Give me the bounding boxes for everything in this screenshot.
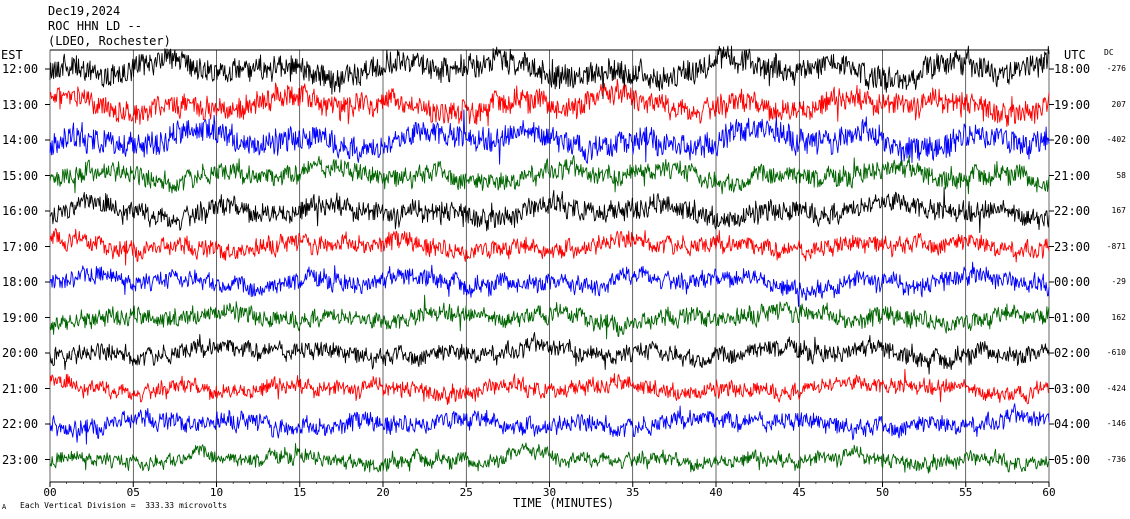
est-hour-label: 17:00 [2, 239, 39, 254]
utc-hour-label: 01:00 [1054, 310, 1091, 325]
est-hour-label: 21:00 [2, 381, 39, 396]
utc-hour-label: 02:00 [1054, 346, 1091, 360]
trace-2200 [49, 403, 1050, 445]
utc-hour-label: 00:00 [1054, 275, 1091, 289]
x-tick-label: 00 [43, 486, 56, 499]
x-axis-label: TIME (MINUTES) [513, 496, 615, 510]
trace-1800 [49, 261, 1050, 307]
dc-offset-value: -424 [1106, 383, 1126, 393]
x-tick-label: 55 [959, 486, 972, 499]
seismic-traces [49, 45, 1050, 474]
trace-1300 [49, 78, 1050, 128]
station-code: ROC HHN LD -- [48, 19, 142, 33]
est-hour-label: 12:00 [2, 62, 39, 76]
dc-offset-value: 162 [1111, 312, 1126, 322]
dc-offset-value: 207 [1111, 99, 1126, 109]
station-location: (LDEO, Rochester) [48, 34, 171, 48]
plot-date: Dec19,2024 [48, 4, 121, 18]
utc-hour-label: 03:00 [1054, 381, 1091, 396]
est-hour-label: 14:00 [2, 133, 39, 147]
est-hour-label: 22:00 [2, 417, 39, 431]
dc-offset-value: -610 [1106, 348, 1126, 357]
x-tick-label: 15 [293, 486, 306, 499]
dc-offset-header: DC [1104, 48, 1114, 57]
trace-2100 [49, 368, 1050, 406]
utc-hour-label: 21:00 [1054, 168, 1091, 183]
est-hour-label: 16:00 [2, 204, 39, 218]
trace-1500 [49, 154, 1050, 195]
dc-offset-value: -402 [1106, 135, 1126, 144]
x-tick-label: 30 [543, 486, 556, 499]
right-timezone-label: UTC [1064, 48, 1086, 62]
dc-offset-value: -146 [1106, 419, 1126, 428]
utc-hour-label: 18:00 [1054, 62, 1091, 76]
utc-hour-label: 22:00 [1054, 204, 1091, 218]
est-hour-label: 20:00 [2, 346, 39, 360]
est-hour-label: 18:00 [2, 275, 39, 289]
dc-offset-value: -871 [1106, 241, 1126, 251]
utc-hour-label: 23:00 [1054, 239, 1091, 254]
est-hour-label: 13:00 [2, 97, 39, 112]
utc-hour-label: 04:00 [1054, 417, 1091, 431]
dc-offset-value: -736 [1106, 454, 1126, 464]
left-timezone-label: EST [1, 48, 23, 62]
trace-1600 [49, 187, 1050, 234]
x-tick-label: 60 [1042, 486, 1055, 499]
est-hour-label: 23:00 [2, 452, 39, 467]
x-tick-label: 20 [376, 486, 389, 499]
utc-hour-label: 19:00 [1054, 97, 1091, 112]
x-tick-label: 45 [793, 486, 806, 499]
dc-offset-value: -276 [1106, 64, 1126, 73]
x-tick-label: 05 [127, 486, 140, 499]
trace-2000 [49, 332, 1050, 375]
scale-note: Each Vertical Division = 333.33 microvol… [20, 501, 228, 510]
trace-1900 [49, 294, 1050, 340]
est-hour-label: 15:00 [2, 168, 39, 183]
dc-offset-value: -29 [1111, 277, 1126, 286]
x-tick-label: 50 [876, 486, 889, 499]
x-tick-label: 35 [626, 486, 639, 499]
x-tick-label: 10 [210, 486, 223, 499]
trace-1700 [49, 227, 1050, 266]
time-axis: 00 05 10 15 20 25 30 35 40 45 50 55 60 [43, 68, 1056, 499]
est-hour-label: 19:00 [2, 310, 39, 325]
trace-1200 [49, 45, 1050, 100]
x-tick-label: 40 [709, 486, 722, 499]
time-grid [49, 49, 1050, 482]
trace-2300 [49, 442, 1050, 474]
utc-hour-label: 05:00 [1054, 452, 1091, 467]
dc-offset-value: 58 [1116, 170, 1126, 180]
utc-hour-label: 20:00 [1054, 133, 1091, 147]
dc-offset-value: 167 [1111, 206, 1126, 215]
trace-1400 [49, 109, 1050, 165]
x-tick-label: 25 [460, 486, 473, 499]
logo-mark: A [2, 503, 7, 511]
